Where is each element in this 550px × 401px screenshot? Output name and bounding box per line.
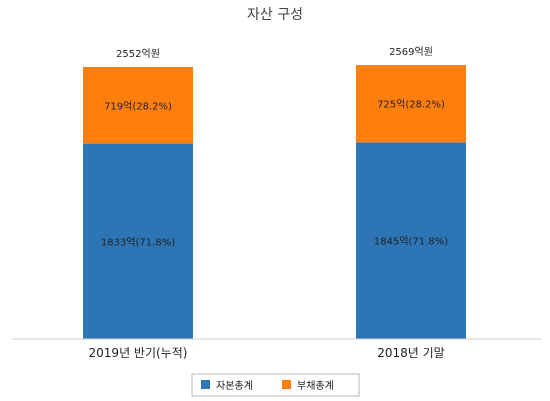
category-labels: 2019년 반기(누적) 2018년 기말 — [89, 346, 445, 360]
bar-segment-equity — [356, 142, 466, 339]
legend: 자본총계 부채총계 — [191, 373, 360, 397]
segment-data-label: 1833억(71.8%) — [101, 236, 175, 248]
x-tick-label: 2018년 기말 — [377, 346, 444, 360]
bars-group: 1833억(71.8%) 719억(28.2%) 2552억원 1845억(71.8%… — [83, 46, 466, 339]
chart-title: 자산 구성 — [247, 7, 303, 23]
bar-segment-equity — [83, 143, 193, 339]
bar-segment-liabilities — [356, 65, 466, 143]
bar-segment-liabilities — [83, 66, 193, 144]
segment-data-label: 719억(28.2%) — [104, 100, 172, 112]
legend-label: 자본총계 — [216, 380, 253, 392]
x-tick-label: 2019년 반기(누적) — [89, 346, 188, 360]
segment-data-label: 1845억(71.8%) — [374, 236, 448, 248]
total-data-label: 2552억원 — [116, 48, 160, 60]
segment-data-label: 725억(28.2%) — [377, 99, 445, 111]
total-data-label: 2569억원 — [389, 46, 433, 58]
legend-swatch — [282, 380, 291, 389]
legend-swatch — [201, 380, 210, 389]
legend-box — [191, 373, 360, 397]
legend-label: 부채총계 — [297, 380, 334, 392]
